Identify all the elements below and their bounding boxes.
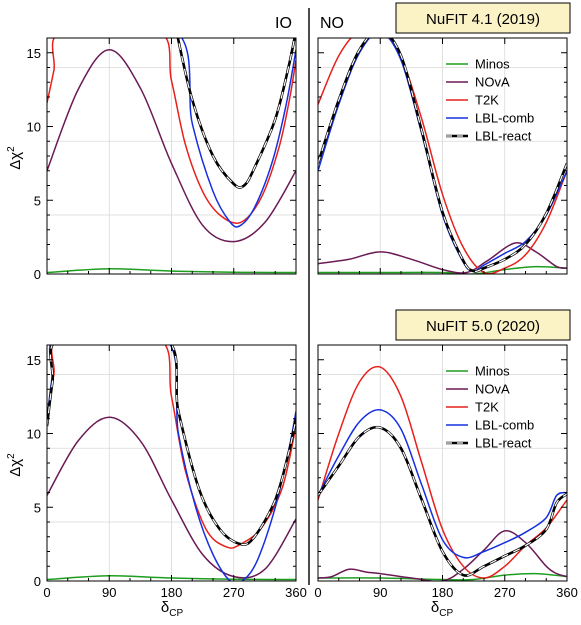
panel-top-right: [317, 37, 568, 275]
y-tick-label: 10: [27, 120, 41, 135]
series-nova-line: [318, 242, 567, 274]
ylabel-bottom: Δχ2: [6, 453, 24, 477]
legend-t2k-label: T2K: [475, 400, 499, 415]
y-tick-label: 10: [27, 427, 41, 442]
y-tick-label: 5: [34, 500, 41, 515]
x-tick-label: 0: [314, 585, 321, 600]
series-nova-line: [318, 530, 567, 581]
legend-panel-1: Minos NOvA T2K LBL-comb LBL-react: [446, 57, 534, 144]
series-lbl-react-dash: [177, 38, 296, 189]
y-tick-label: 15: [27, 353, 41, 368]
x-tick-label: 270: [223, 585, 245, 600]
series-lbl-comb-line: [47, 38, 296, 228]
legend-panel-3: Minos NOvA T2K LBL-comb LBL-react: [446, 364, 534, 451]
series-lbl-react-dash: [318, 38, 567, 273]
legend-lbl-comb-label: LBL-comb: [475, 418, 534, 433]
legend-lbl-react-label: LBL-react: [475, 129, 532, 144]
x-tick-label: 180: [432, 585, 454, 600]
legend-nova-label: NOvA: [475, 75, 510, 90]
panel-bottom-right: 0 90 180 270 360: [314, 344, 578, 600]
y-tick-label: 15: [27, 46, 41, 61]
legend-minos-label: Minos: [475, 364, 510, 379]
series-nova-line: [47, 416, 296, 579]
xlabel-left: δCP: [161, 599, 184, 619]
x-tick-label: 270: [494, 585, 516, 600]
x-tick-label: 360: [285, 585, 307, 600]
legend-minos-label: Minos: [475, 57, 510, 72]
series-lbl-react-line: [318, 425, 567, 577]
title-2020: NuFIT 5.0 (2020): [426, 318, 540, 335]
series-lbl-react-dash: [47, 345, 296, 546]
title-2019: NuFIT 4.1 (2019): [426, 11, 540, 28]
series-lbl-comb-line: [47, 345, 296, 581]
x-tick-label: 0: [43, 585, 50, 600]
series-lbl-comb-line: [318, 409, 567, 559]
series-group: [47, 38, 296, 274]
legend-lbl-comb-label: LBL-comb: [475, 111, 534, 126]
series-nova-line: [47, 49, 296, 243]
series-t2k-line: [47, 38, 296, 224]
panel-top-left: 0 5 10 15: [27, 37, 297, 282]
series-group: [318, 365, 567, 581]
title-box-2020: NuFIT 5.0 (2020): [395, 309, 571, 341]
ordering-label-no: NO: [320, 15, 344, 32]
legend-nova-label: NOvA: [475, 382, 510, 397]
legend-t2k-label: T2K: [475, 93, 499, 108]
y-tick-label: 0: [34, 267, 41, 282]
series-group: [318, 38, 567, 274]
xlabel-right: δCP: [431, 599, 454, 619]
x-tick-label: 90: [373, 585, 387, 600]
ordering-label-io: IO: [275, 15, 292, 32]
legends: Minos NOvA T2K LBL-comb LBL-react Minos NOvA T2…: [446, 57, 534, 451]
y-tick-label: 0: [34, 574, 41, 589]
x-tick-label: 360: [556, 585, 578, 600]
title-box-2019: NuFIT 4.1 (2019): [395, 2, 571, 34]
series-t2k-line: [318, 38, 567, 274]
ylabel-top: Δχ2: [6, 146, 24, 170]
x-tick-label: 180: [161, 585, 183, 600]
x-tick-label: 90: [102, 585, 116, 600]
series-group: [47, 345, 296, 581]
panel-bottom-left: 0 90 180 270 360 0 5 10 15: [27, 344, 307, 600]
legend-lbl-react-label: LBL-react: [475, 436, 532, 451]
y-tick-label: 5: [34, 193, 41, 208]
